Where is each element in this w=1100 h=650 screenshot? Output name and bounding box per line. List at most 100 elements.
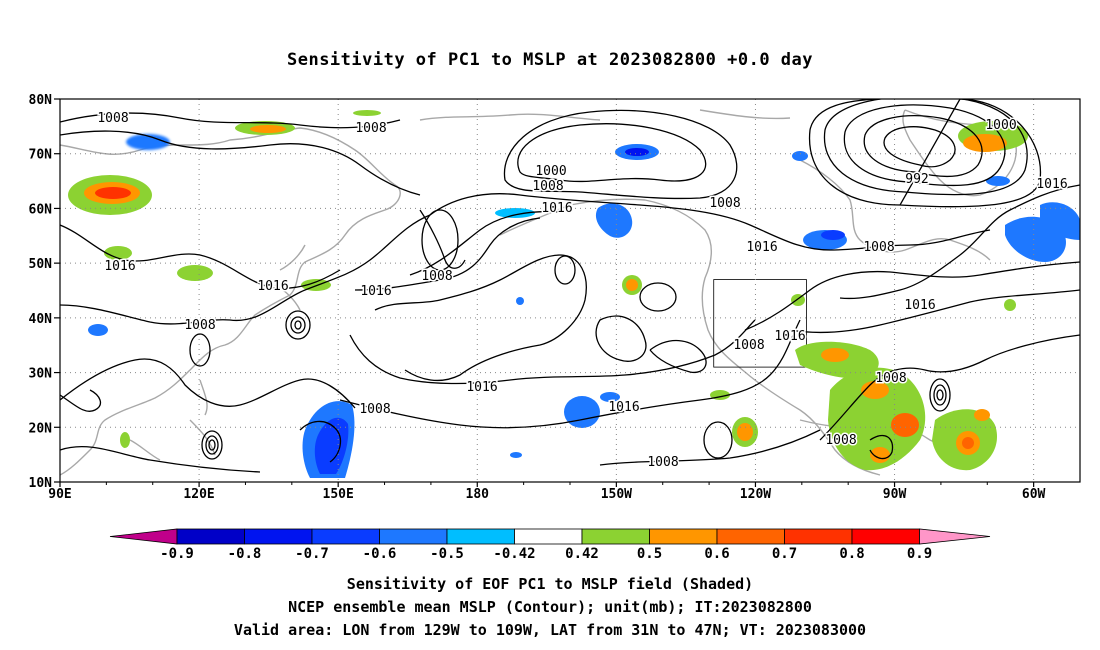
contour-line — [517, 123, 707, 183]
shade-blob — [564, 396, 600, 428]
contour-label: 1016 — [360, 284, 391, 299]
lat-label: 70N — [29, 148, 53, 163]
contour-line — [823, 99, 1028, 196]
colorbar-left-arrow — [109, 528, 178, 545]
lat-label: 50N — [29, 257, 53, 272]
colorbar-label: 0.42 — [565, 546, 599, 562]
contour-line — [294, 320, 302, 330]
contour-line — [929, 378, 951, 412]
contour-line — [285, 310, 311, 340]
colorbar-segment — [649, 528, 718, 545]
colorbar-segment — [176, 528, 245, 545]
caption-contour: NCEP ensemble mean MSLP (Contour); unit(… — [288, 598, 812, 616]
contour-line — [703, 421, 733, 459]
shade-blob — [516, 297, 524, 305]
contour-line — [429, 193, 991, 251]
colorbar-segment — [716, 528, 785, 545]
contour-line — [374, 254, 587, 382]
contour-label: 1008 — [647, 455, 678, 470]
grid-lines — [60, 99, 1080, 482]
contour-label: 1016 — [746, 240, 777, 255]
contour-line — [60, 130, 421, 196]
colorbar-segment — [244, 528, 313, 545]
lon-label: 120E — [183, 487, 214, 502]
contour-label: 1008 — [184, 318, 215, 333]
coastline-asia — [60, 127, 401, 476]
shade-blob — [962, 437, 974, 449]
contour-label: 1016 — [541, 201, 572, 216]
shaded-sensitivity — [68, 110, 1080, 478]
contour-line — [60, 224, 341, 289]
contour-label: 1008 — [875, 371, 906, 386]
contour-line — [843, 104, 1006, 187]
shade-blob — [821, 230, 845, 240]
shade-blob — [600, 392, 620, 402]
lat-label: 80N — [29, 93, 53, 108]
contour-line — [933, 384, 947, 406]
contour-labels: 1008 1008 1000 1008 1016 1008 1016 1008 … — [96, 110, 1069, 472]
shade-blob — [126, 134, 170, 150]
contour-label: 1008 — [733, 338, 764, 353]
colorbar-label: 0.5 — [637, 546, 662, 562]
contour-line — [208, 439, 216, 451]
colorbar-segment — [379, 528, 448, 545]
shade-blob — [963, 134, 1007, 152]
shade-blob — [1040, 202, 1080, 240]
contour-label: 1016 — [608, 400, 639, 415]
contour-line — [354, 217, 541, 291]
shade-blob — [821, 348, 849, 362]
shade-blob — [88, 324, 108, 336]
shade-blob — [626, 279, 638, 291]
coastline-japan — [274, 244, 306, 311]
colorbar-segment — [581, 528, 650, 545]
contour-line — [409, 210, 561, 276]
contour-line — [189, 333, 211, 367]
contour-label: 1016 — [466, 380, 497, 395]
contour-label: 1008 — [863, 240, 894, 255]
lon-label: 90W — [883, 487, 907, 502]
colorbar-segment — [784, 528, 853, 545]
mslp-contours — [60, 99, 1080, 473]
contour-line — [639, 282, 677, 312]
contour-line — [419, 209, 466, 269]
coastline-hudson — [799, 159, 991, 261]
valid-area-box — [713, 279, 807, 368]
shade-blob — [510, 452, 522, 458]
colorbar-label: 0.9 — [907, 546, 932, 562]
map-title: Sensitivity of PC1 to MSLP at 2023082800… — [286, 50, 813, 70]
lat-label: 20N — [29, 421, 53, 436]
colorbar-label: -0.42 — [493, 546, 535, 562]
contour-label: 1016 — [774, 329, 805, 344]
contour-line — [339, 319, 801, 429]
contour-line — [290, 316, 306, 334]
caption-shaded: Sensitivity of EOF PC1 to MSLP field (Sh… — [346, 575, 754, 593]
contour-line — [819, 334, 1080, 441]
contour-line — [201, 430, 223, 460]
shade-blob — [95, 187, 131, 199]
lon-label: 150E — [323, 487, 354, 502]
contour-label: 1016 — [257, 279, 288, 294]
contour-label: 1008 — [825, 433, 856, 448]
shade-blob — [625, 148, 649, 156]
colorbar-right-arrow — [919, 528, 991, 545]
colorbar-segment — [851, 528, 920, 545]
contour-label: 1000 — [985, 118, 1016, 133]
lat-label: 10N — [29, 476, 53, 491]
caption-valid-area: Valid area: LON from 129W to 109W, LAT f… — [233, 621, 867, 639]
shade-blob — [177, 265, 213, 281]
contour-line — [789, 289, 1080, 334]
contour-line — [60, 389, 102, 412]
contour-label: 1008 — [709, 196, 740, 211]
shade-blob — [120, 432, 130, 448]
contour-line — [554, 255, 576, 285]
contour-line — [649, 339, 707, 374]
contour-label: 992 — [905, 172, 928, 187]
contour-line — [599, 429, 821, 466]
colorbar-segment — [514, 528, 583, 545]
colorbar-label: -0.8 — [228, 546, 262, 562]
contour-line — [60, 112, 401, 129]
contour-line — [299, 420, 342, 463]
colorbar-label: -0.5 — [430, 546, 464, 562]
